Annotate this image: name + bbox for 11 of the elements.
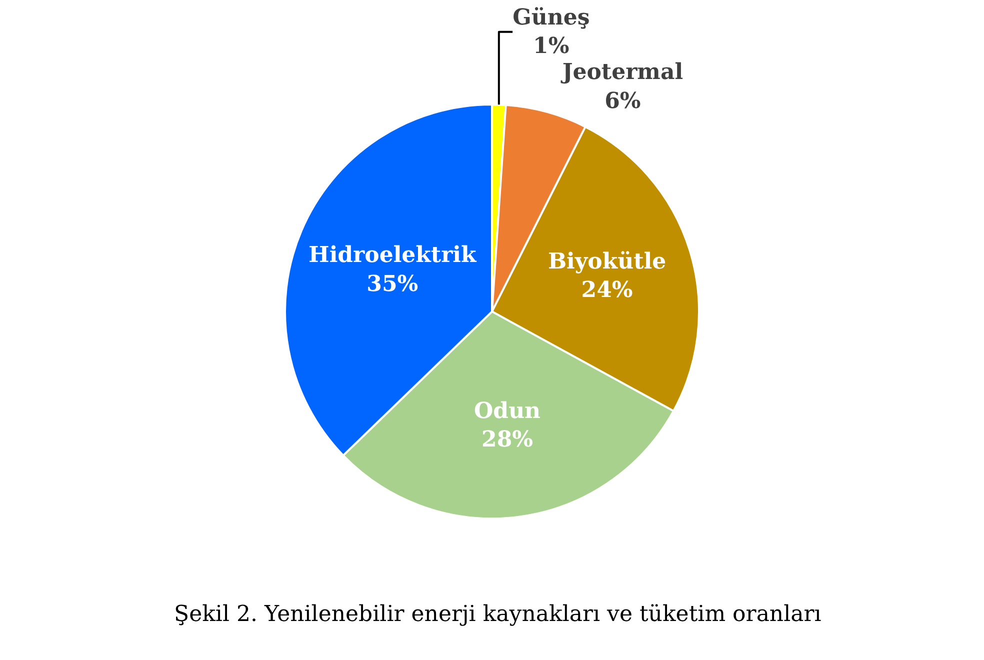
data-label: 35%: [366, 270, 418, 297]
data-label: 1%: [533, 33, 570, 60]
slice-label: Güneş: [512, 4, 590, 31]
slice-label: Jeotermal: [560, 59, 684, 86]
data-label: 6%: [604, 88, 641, 114]
data-label: 28%: [482, 426, 534, 453]
slice-label: Biyokütle: [548, 248, 666, 275]
slice-label: Hidroelektrik: [308, 242, 478, 268]
data-label: 24%: [581, 277, 633, 304]
text: Şekil 2. Yenilenebilir enerji kaynakları ve tüketim oranları: [174, 602, 822, 627]
slice-label: Odun: [474, 398, 541, 424]
